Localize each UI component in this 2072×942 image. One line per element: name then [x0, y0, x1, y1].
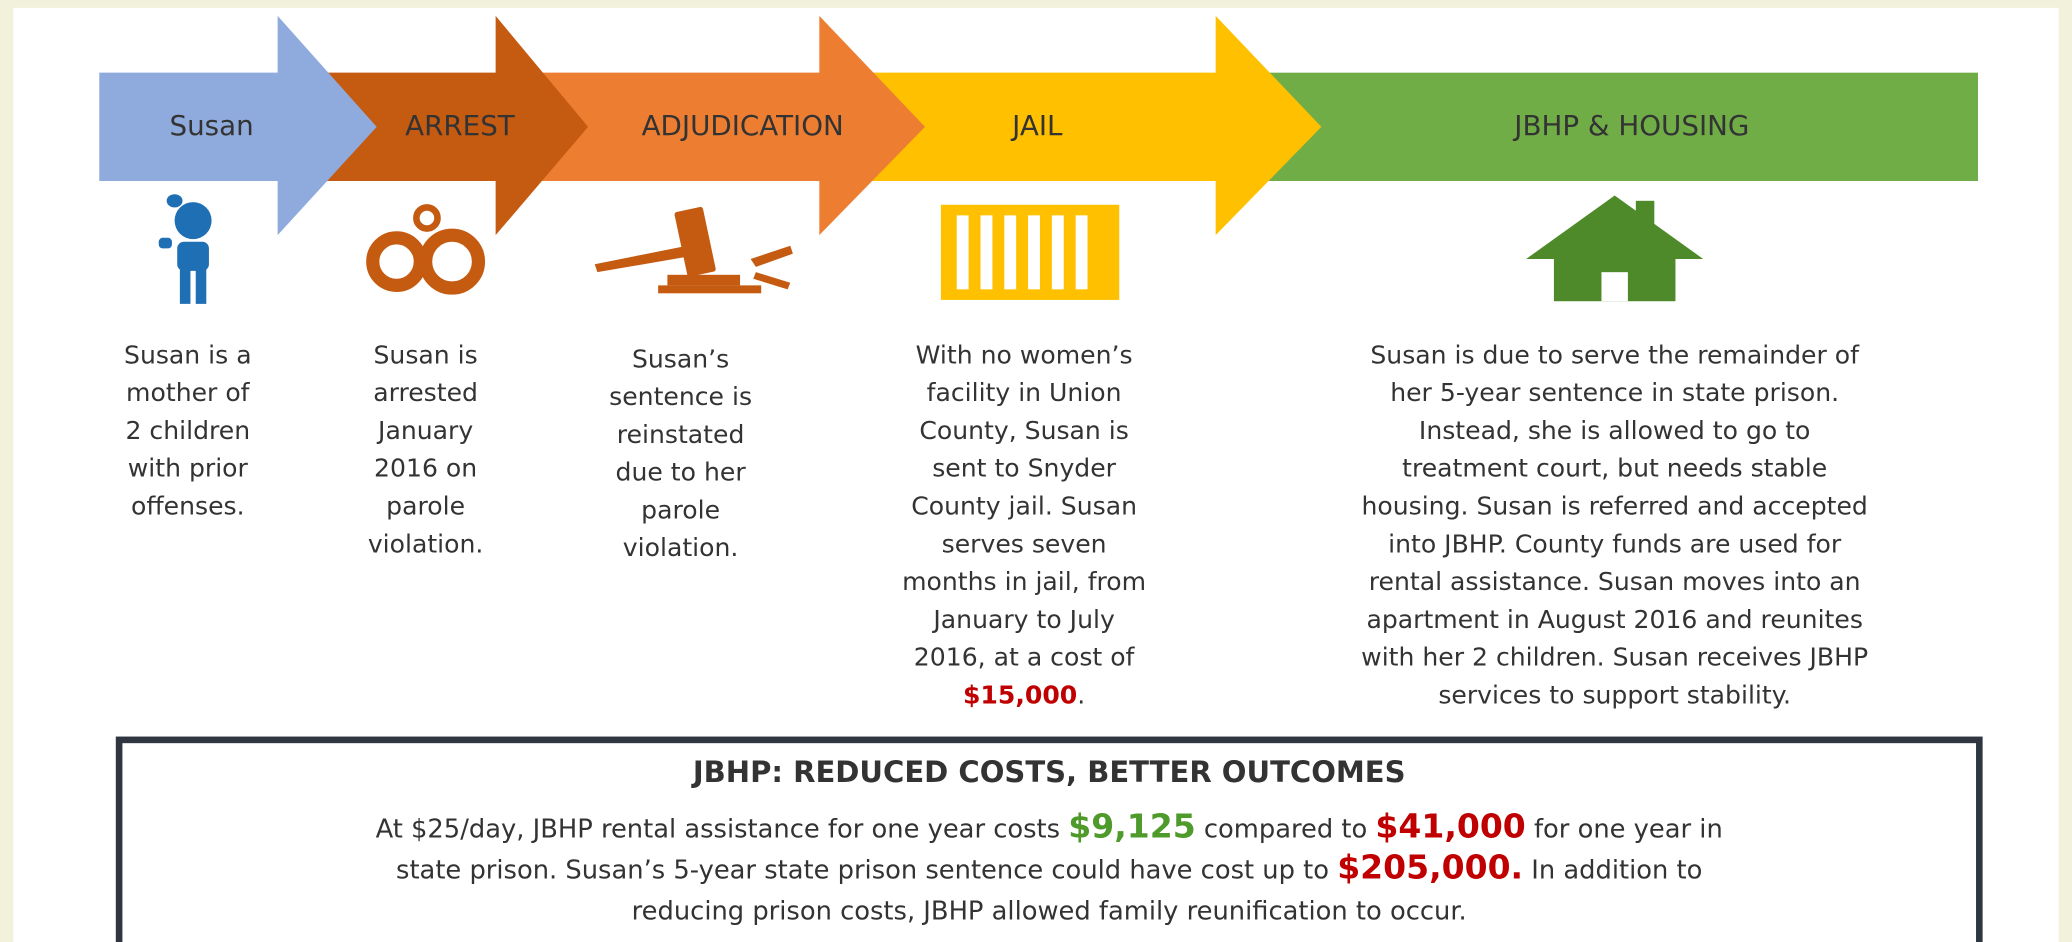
description-line: sent to Snyder	[932, 454, 1116, 483]
cost-line: $15,000.	[963, 680, 1085, 709]
amount: $205,000.	[1337, 848, 1523, 887]
summary-line: At $25/day, JBHP rental assistance for o…	[376, 807, 1723, 846]
text-run: At $25/day, JBHP rental assistance for o…	[376, 815, 1069, 845]
summary-title: JBHP: REDUCED COSTS, BETTER OUTCOMES	[691, 755, 1406, 789]
stage-label: JAIL	[1010, 109, 1063, 142]
cost-suffix: .	[1077, 680, 1085, 709]
arrow-arrest	[323, 15, 589, 236]
description-line: into JBHP. County funds are used for	[1388, 529, 1842, 558]
jail-icon	[940, 204, 1120, 300]
description-line: treatment court, but needs stable	[1402, 454, 1827, 483]
house-icon	[1526, 195, 1704, 302]
description-line: Instead, she is allowed to go to	[1419, 416, 1811, 445]
description-line: rental assistance. Susan moves into an	[1369, 567, 1861, 596]
arrow-housing	[1268, 72, 1978, 182]
description-line: facility in Union	[927, 378, 1122, 407]
description-line: Susan’s	[632, 344, 729, 373]
summary-box	[115, 736, 1983, 942]
description-line: County, Susan is	[919, 416, 1129, 445]
description-line: County jail. Susan	[911, 491, 1137, 520]
description-line: months in jail, from	[902, 567, 1146, 596]
description-line: With no women’s	[916, 340, 1133, 369]
amount: $9,125	[1068, 807, 1195, 846]
cost-amount: $15,000	[963, 680, 1077, 709]
description-line: mother of	[126, 378, 251, 407]
description-line: with her 2 children. Susan receives JBHP	[1361, 643, 1868, 672]
description-line: housing. Susan is referred and accepted	[1361, 491, 1867, 520]
amount: $41,000	[1375, 807, 1525, 846]
description-line: Susan is due to serve the remainder of	[1370, 340, 1860, 369]
text-run: In addition to	[1523, 856, 1702, 886]
description-line: 2016 on	[374, 454, 477, 483]
stage-label: ARREST	[405, 109, 516, 142]
text-run: compared to	[1196, 815, 1376, 845]
description-line: with prior	[128, 454, 249, 483]
description-line: parole	[641, 495, 720, 524]
description-line: offenses.	[131, 491, 245, 520]
description-line: serves seven	[942, 529, 1107, 558]
description-line: violation.	[623, 533, 739, 562]
stage-label: Susan	[169, 109, 253, 142]
description-line: January to July	[931, 605, 1115, 634]
gavel-icon	[594, 206, 793, 294]
arrow-susan	[99, 15, 377, 236]
arrow-adjudication	[541, 15, 926, 236]
description-line: sentence is	[609, 382, 752, 411]
description-line: Susan is	[374, 340, 478, 369]
description-line: parole	[386, 491, 465, 520]
description-line: due to her	[616, 458, 747, 487]
text-run: reducing prison costs, JBHP allowed fami…	[632, 897, 1467, 927]
description-line: services to support stability.	[1438, 680, 1791, 709]
handcuffs-icon	[366, 204, 486, 295]
stage-label: JBHP & HOUSING	[1512, 109, 1749, 142]
description-line: 2016, at a cost of	[914, 643, 1136, 672]
description-line: January	[376, 416, 473, 445]
summary-line: state prison. Susan’s 5-year state priso…	[396, 848, 1702, 887]
stage-label: ADJUDICATION	[642, 109, 844, 142]
arrow-jail	[872, 15, 1322, 236]
description-line: apartment in August 2016 and reunites	[1366, 605, 1862, 634]
description-line: reinstated	[617, 420, 745, 449]
description-line: her 5-year sentence in state prison.	[1390, 378, 1839, 407]
description-line: arrested	[373, 378, 478, 407]
description-line: violation.	[368, 529, 484, 558]
description-line: Susan is a	[124, 340, 252, 369]
text-run: for one year in	[1526, 815, 1723, 845]
summary-line: reducing prison costs, JBHP allowed fami…	[632, 897, 1467, 927]
person-icon	[158, 194, 212, 304]
text-run: state prison. Susan’s 5-year state priso…	[396, 856, 1337, 886]
description-line: 2 children	[125, 416, 250, 445]
